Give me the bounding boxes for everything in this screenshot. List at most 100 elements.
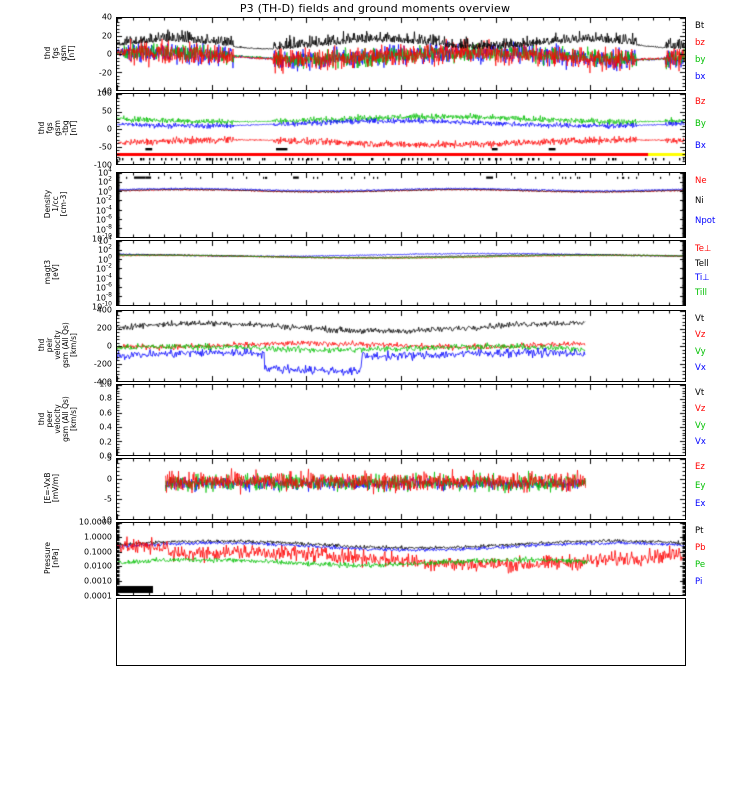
page-title: P3 (TH-D) fields and ground moments over… bbox=[239, 2, 511, 15]
ytick-pressure-4: 0.0010 bbox=[84, 576, 112, 586]
ytick-pressure-0: 10.0000 bbox=[78, 517, 112, 527]
legend-fgs-gsm-bz: bz bbox=[695, 37, 705, 48]
panel-plot-efield bbox=[117, 459, 685, 519]
panel-fgs-gsm bbox=[116, 17, 686, 91]
ytitle-peer-velocity: thd peer velocity gsm (All Qs) [km/s] bbox=[37, 384, 78, 454]
panel-plot-density bbox=[117, 173, 685, 237]
legend-magt3-Te: Te⊥ bbox=[695, 244, 712, 254]
legend-fgs-gsm-Bt: Bt bbox=[695, 21, 705, 31]
ytitle-line: [km/s] bbox=[69, 407, 78, 431]
legend-magt3-Tell: Tell bbox=[695, 258, 709, 269]
ytick-magt3-3: 10-2 bbox=[95, 262, 112, 274]
legend-pressure-Pt: Pt bbox=[695, 526, 704, 536]
ytick-fgs-gsm-tbg-4: -100 bbox=[93, 160, 112, 170]
legend-fgs-gsm-tbg-Bz: Bz bbox=[695, 97, 706, 107]
panel-plot-pressure bbox=[117, 523, 685, 595]
ytick-magt3-5: 10-6 bbox=[95, 281, 112, 293]
ytick-peer-velocity-3: 0.4 bbox=[99, 422, 112, 432]
ytick-efield-1: 0 bbox=[106, 474, 112, 484]
legend-peir-velocity-Vx: Vx bbox=[695, 362, 706, 373]
ytick-density-0: 104 bbox=[97, 166, 112, 178]
legend-peer-velocity-Vz: Vz bbox=[695, 404, 706, 415]
ytick-peer-velocity-0: 1.0 bbox=[99, 379, 112, 389]
ytitle-line: [nT] bbox=[67, 45, 76, 61]
ytitle-efield: [E=-VxB [mV/m] bbox=[43, 453, 60, 523]
legend-density-Npot: Npot bbox=[695, 216, 716, 226]
legend-pressure-Pb: Pb bbox=[695, 542, 706, 553]
ytick-fgs-gsm-3: -20 bbox=[98, 68, 112, 77]
legend-peer-velocity-Vy: Vy bbox=[695, 420, 706, 431]
ytitle-line: [mV/m] bbox=[51, 473, 60, 503]
ytick-density-3: 10-2 bbox=[95, 194, 112, 206]
legend-peer-velocity-Vt: Vt bbox=[695, 388, 705, 398]
ytick-peer-velocity-4: 0.2 bbox=[99, 437, 112, 447]
ytick-efield-3: -10 bbox=[98, 515, 112, 525]
ytick-fgs-gsm-tbg-3: -50 bbox=[98, 142, 112, 152]
legend-fgs-gsm-tbg-Bx: Bx bbox=[695, 141, 706, 152]
ytick-pressure-3: 0.0100 bbox=[84, 561, 112, 571]
ytick-peer-velocity-5: 0.0 bbox=[99, 451, 112, 461]
legend-efield-Ez: Ez bbox=[695, 462, 705, 472]
legend-efield-Ey: Ey bbox=[695, 480, 706, 491]
ytick-peir-velocity-1: 200 bbox=[96, 323, 112, 333]
panel-fgs-gsm-tbg bbox=[116, 93, 686, 165]
panel-plot-peer-velocity bbox=[117, 385, 685, 455]
panel-pressure bbox=[116, 522, 686, 596]
legend-peer-velocity-Vx: Vx bbox=[695, 436, 706, 447]
ytitle-line: [nT] bbox=[69, 120, 78, 136]
ytick-peir-velocity-0: 400 bbox=[96, 305, 112, 315]
legend-efield-Ex: Ex bbox=[695, 499, 706, 510]
legend-fgs-gsm-bx: bx bbox=[695, 71, 706, 82]
ytick-fgs-gsm-tbg-2: 0 bbox=[106, 124, 112, 134]
ytick-fgs-gsm-tbg-1: 50 bbox=[101, 106, 112, 116]
legend-fgs-gsm-tbg-By: By bbox=[695, 119, 706, 130]
legend-density-Ne: Ne bbox=[695, 176, 707, 186]
legend-peir-velocity-Vz: Vz bbox=[695, 330, 706, 341]
ytick-fgs-gsm-2: 0 bbox=[106, 49, 112, 59]
ytick-peer-velocity-2: 0.6 bbox=[99, 408, 112, 418]
ytitle-density: Density 1/cc [cm-3] bbox=[43, 169, 68, 239]
legend-pressure-Pe: Pe bbox=[695, 559, 706, 570]
ytitle-line: [km/s] bbox=[69, 333, 78, 357]
panel-density bbox=[116, 172, 686, 238]
ytick-efield-0: 5 bbox=[106, 453, 112, 463]
ytick-fgs-gsm-0: 40 bbox=[101, 12, 112, 22]
legend-fgs-gsm-by: by bbox=[695, 54, 706, 65]
legend-peir-velocity-Vt: Vt bbox=[695, 314, 705, 324]
panel-peir-velocity bbox=[116, 310, 686, 382]
legend-magt3-Ti: Ti⊥ bbox=[695, 273, 710, 284]
panel-plot-fgs-gsm-tbg bbox=[117, 94, 685, 164]
ytick-magt3-2: 100 bbox=[97, 253, 112, 265]
panel-peir-en-eflux bbox=[116, 598, 686, 666]
legend-magt3-Till: Till bbox=[695, 288, 708, 299]
ytick-peir-velocity-2: 0 bbox=[106, 341, 112, 351]
panel-plot-magt3 bbox=[117, 241, 685, 305]
ytick-magt3-6: 10-8 bbox=[95, 291, 112, 302]
ytick-pressure-5: 0.0001 bbox=[84, 591, 112, 601]
ytick-density-2: 100 bbox=[97, 185, 112, 197]
ytick-peir-velocity-4: -400 bbox=[93, 377, 112, 387]
panel-plot-peir-en-eflux bbox=[117, 599, 685, 665]
ytick-density-4: 10-4 bbox=[95, 204, 112, 216]
ytick-fgs-gsm-1: 20 bbox=[101, 31, 112, 40]
panel-plot-peir-velocity bbox=[117, 311, 685, 381]
ytitle-magt3: magt3 [eV] bbox=[43, 237, 60, 307]
ytick-efield-2: -5 bbox=[104, 494, 112, 504]
ytick-density-7: 10-10 bbox=[92, 232, 112, 244]
ytick-density-5: 10-6 bbox=[95, 213, 112, 225]
ytitle-line: [nPa] bbox=[51, 548, 60, 568]
ytick-pressure-2: 0.1000 bbox=[84, 547, 112, 557]
ytick-fgs-gsm-4: -40 bbox=[98, 86, 112, 96]
ytitle-line: [cm-3] bbox=[59, 191, 68, 217]
ytitle-fgs-gsm-tbg: thd fgs gsm -tbg [nT] bbox=[37, 93, 78, 163]
ytick-density-6: 10-8 bbox=[95, 223, 112, 234]
ytick-magt3-1: 102 bbox=[97, 244, 112, 255]
ytitle-line: [eV] bbox=[51, 264, 60, 280]
legend-peir-velocity-Vy: Vy bbox=[695, 346, 706, 357]
ytick-peer-velocity-1: 0.8 bbox=[99, 393, 112, 403]
ytick-density-1: 102 bbox=[97, 176, 112, 187]
legend-density-Ni: Ni bbox=[695, 196, 704, 206]
ytick-peir-velocity-3: -200 bbox=[93, 359, 112, 369]
panel-peer-velocity bbox=[116, 384, 686, 456]
ytitle-fgs-gsm: thd fgs gsm [nT] bbox=[43, 18, 76, 88]
